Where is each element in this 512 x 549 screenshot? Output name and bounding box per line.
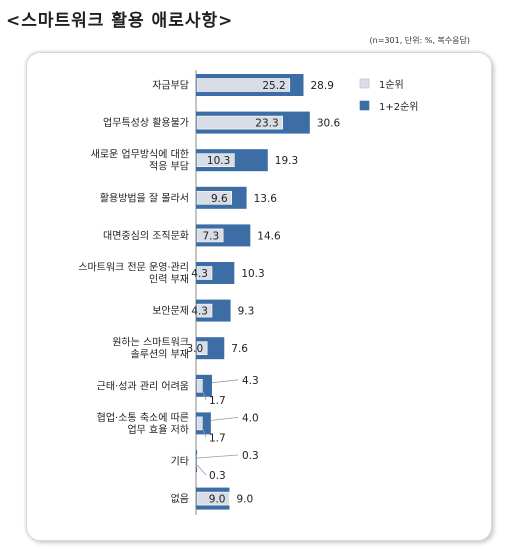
value-label-rank12: 30.6: [317, 118, 341, 130]
value-label-rank1: 1.7: [209, 432, 226, 444]
value-label-rank1: 9.6: [211, 193, 228, 205]
value-label-rank12: 9.0: [236, 494, 253, 506]
bar-rank1: [196, 191, 233, 205]
value-label-rank1: 10.3: [207, 155, 230, 167]
category-label: 새로운 업무방식에 대한 적응 부담: [91, 148, 189, 173]
value-label-rank12: 4.0: [242, 412, 259, 424]
value-label-rank12: 10.3: [241, 268, 264, 280]
leader-line-rank12: [211, 379, 239, 384]
leader-line-rank12: [197, 454, 239, 459]
bar-rank12: [196, 450, 198, 472]
bar-rank1: [196, 341, 208, 356]
category-label-line: 솔루션의 부재: [131, 349, 189, 361]
value-label-rank12: 19.3: [275, 155, 298, 167]
category-label-line: 대면중심의 조직문화: [103, 230, 189, 242]
value-label-rank1: 1.7: [209, 395, 226, 407]
leader-line-rank1: [201, 389, 207, 400]
bar-rank1: [196, 78, 291, 92]
legend-label: 1순위: [379, 78, 404, 91]
category-label-line: 업무특성상 활용불가: [103, 116, 189, 129]
category-label-line: 새로운 업무방식에 대한: [91, 148, 189, 161]
category-label: 없음: [171, 492, 189, 505]
legend-label: 1+2순위: [379, 100, 419, 113]
category-label-line: 업무 효율 저하: [127, 423, 189, 436]
chart-note: (n=301, 단위: %, 복수응답): [369, 36, 470, 45]
legend-swatch: [359, 78, 370, 89]
category-label: 업무특성상 활용불가: [103, 116, 189, 129]
category-label: 기타: [171, 456, 189, 468]
bar-rank1: [196, 115, 283, 130]
value-label-rank12: 9.3: [238, 306, 255, 318]
category-label-line: 기타: [171, 456, 189, 468]
leader-line-rank1: [201, 427, 207, 438]
category-label-line: 인력 부재: [149, 274, 189, 286]
bar-rank1: [196, 416, 203, 431]
bar-rank1: [196, 153, 235, 167]
category-label: 근태·성과 관리 어려움: [97, 380, 189, 392]
category-label: 원하는 스마트워크 솔루션의 부재: [112, 336, 189, 361]
value-label-rank12: 28.9: [311, 80, 334, 92]
category-label-line: 활용방법을 잘 몰라서: [100, 191, 189, 204]
value-label-rank1: 4.3: [191, 306, 208, 318]
category-label-line: 근태·성과 관리 어려움: [97, 380, 189, 392]
legend-swatch: [359, 100, 370, 111]
category-label: 자금부담: [152, 80, 189, 92]
category-label: 활용방법을 잘 몰라서: [100, 191, 189, 204]
value-label-rank1: 4.3: [191, 268, 208, 280]
category-label-line: 보안문제: [152, 305, 189, 317]
bar-rank1: [196, 454, 198, 468]
bar-rank1: [196, 378, 203, 393]
value-label-rank12: 13.6: [254, 193, 278, 205]
value-label-rank12: 14.6: [257, 230, 281, 242]
value-label-rank1: 25.2: [262, 80, 285, 92]
bar-rank1: [196, 266, 213, 280]
category-label-line: 적응 부담: [149, 161, 189, 173]
value-label-rank1: 23.3: [255, 118, 278, 130]
bar-rank1: [196, 303, 213, 318]
chart-title: <스마트워크 활용 애로사항>: [6, 11, 234, 31]
leader-line-rank1: [196, 464, 207, 476]
category-label-line: 협업·소통 축소에 따른: [97, 411, 189, 424]
category-label: 스마트워크 전문 운영·관리 인력 부재: [78, 261, 189, 286]
value-label-rank12: 4.3: [242, 375, 259, 387]
bar-rank1: [196, 228, 224, 243]
category-label: 협업·소통 축소에 따른 업무 효율 저하: [97, 411, 189, 436]
category-label-line: 자금부담: [152, 80, 189, 92]
bar-rank1: [196, 491, 230, 506]
legend: 1순위 1+2순위: [359, 78, 419, 113]
category-label: 대면중심의 조직문화: [103, 230, 189, 242]
value-label-rank1: 7.3: [202, 230, 219, 242]
category-label: 보안문제: [152, 305, 189, 317]
value-label-rank12: 0.3: [242, 450, 259, 462]
value-label-rank1: 3.0: [186, 343, 203, 355]
value-label-rank12: 7.6: [231, 343, 248, 355]
value-label-rank1: 0.3: [209, 470, 226, 482]
leader-line-rank12: [210, 417, 239, 421]
value-label-rank1: 9.0: [209, 494, 226, 506]
category-label-line: 원하는 스마트워크: [112, 336, 189, 349]
category-label-line: 스마트워크 전문 운영·관리: [78, 261, 189, 274]
category-label-line: 없음: [171, 492, 189, 505]
